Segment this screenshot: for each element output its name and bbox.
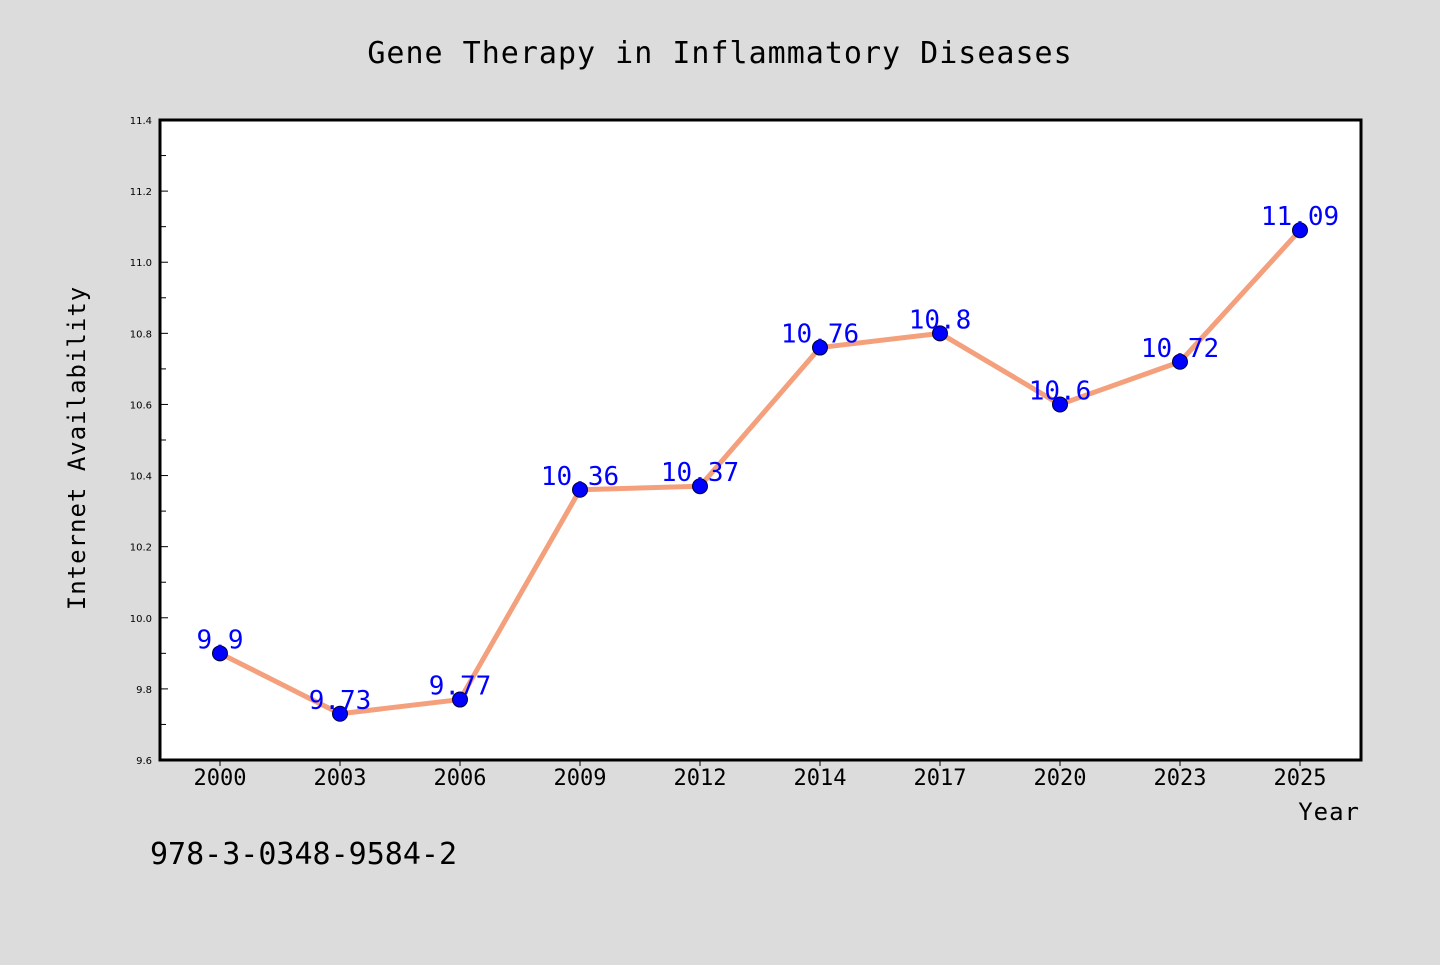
x-tick-label: 2014	[794, 766, 847, 791]
series-line	[217, 227, 1303, 717]
y-tick-label: 11.4	[130, 116, 152, 127]
data-label: 9.77	[429, 672, 492, 702]
data-label: 9.9	[197, 625, 244, 655]
data-label: 10.6	[1029, 376, 1092, 406]
data-label: 10.72	[1141, 334, 1219, 364]
y-tick-label: 9.6	[136, 756, 152, 767]
y-tick-label: 9.8	[136, 685, 152, 696]
data-point	[812, 339, 828, 356]
data-point	[452, 691, 468, 708]
x-axis-label: Year	[1298, 798, 1360, 826]
series-group	[212, 222, 1308, 722]
data-label: 10.8	[909, 305, 972, 335]
data-label: 10.37	[661, 458, 739, 488]
data-point	[572, 481, 588, 498]
data-point	[212, 645, 228, 662]
y-tick-label: 10.4	[130, 472, 152, 483]
x-tick-label: 2000	[194, 766, 247, 791]
data-label: 9.73	[309, 686, 372, 716]
x-tick-label: 2025	[1274, 766, 1327, 791]
x-axis: 2000 2003 2006 2009 2012 2014 2017 2020 2023 2025	[194, 760, 1327, 791]
chart-title: Gene Therapy in Inflammatory Diseases	[367, 36, 1072, 71]
y-tick-label: 10.0	[130, 614, 152, 625]
data-point	[1172, 353, 1188, 370]
data-point	[1292, 222, 1308, 239]
data-point	[1052, 396, 1068, 413]
data-label: 10.76	[781, 320, 859, 350]
y-tick-label: 10.2	[130, 543, 152, 554]
x-tick-label: 2009	[554, 766, 607, 791]
x-tick-label: 2003	[314, 766, 367, 791]
data-label: 11.09	[1261, 202, 1339, 232]
data-point	[692, 478, 708, 495]
isbn-text: 978-3-0348-9584-2	[150, 837, 457, 872]
data-labels: 9.9 9.73 9.77 10.36 10.37 10.76 10.8 10.6 10.72 1…	[197, 202, 1340, 716]
x-tick-label: 2006	[434, 766, 487, 791]
x-tick-label: 2017	[914, 766, 967, 791]
data-point	[332, 705, 348, 722]
y-tick-label: 10.8	[130, 329, 152, 340]
y-tick-label: 11.0	[130, 258, 152, 269]
x-tick-label: 2023	[1154, 766, 1207, 791]
plot-frame	[158, 118, 1363, 762]
x-tick-label: 2012	[674, 766, 727, 791]
y-tick-label: 11.2	[130, 187, 152, 198]
plot-area	[160, 120, 1361, 760]
y-axis-label: Internet Availability	[63, 286, 91, 610]
data-point	[932, 325, 948, 342]
data-label: 10.36	[541, 462, 619, 492]
x-tick-label: 2020	[1034, 766, 1087, 791]
y-tick-label: 10.6	[130, 400, 152, 411]
